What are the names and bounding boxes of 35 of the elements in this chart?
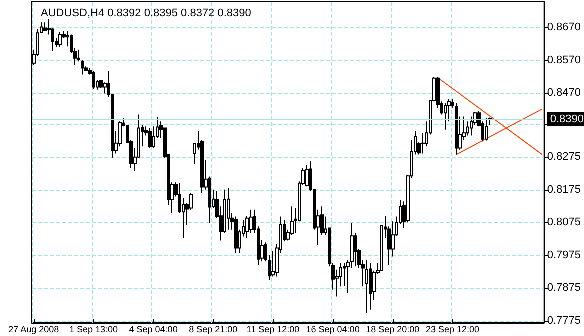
candlestick	[485, 118, 488, 142]
candlestick	[227, 188, 230, 230]
x-tick-label: 11 Sep 12:00	[246, 324, 300, 334]
y-tick-label: 0.8175	[547, 184, 582, 196]
x-tick-label: 18 Sep 20:00	[366, 324, 420, 334]
candlestick	[58, 32, 62, 48]
candlestick	[81, 60, 84, 76]
x-tick-label: 16 Sep 04:00	[306, 324, 360, 334]
candlestick	[369, 262, 372, 310]
y-tick-label: 0.8570	[547, 54, 582, 66]
candlestick	[234, 216, 238, 254]
candlestick	[455, 102, 458, 156]
candlestick	[444, 102, 447, 130]
x-tick-label: 27 Aug 2008	[8, 324, 60, 334]
y-tick-label: 0.8075	[547, 216, 582, 229]
x-tick-label: 23 Sep 12:00	[426, 324, 480, 334]
x-tick-label: 4 Sep 04:00	[129, 324, 178, 334]
candlestick	[365, 260, 368, 314]
y-tick-label: 0.7875	[547, 282, 582, 294]
candlestick	[43, 22, 47, 32]
y-tick-label: 0.7975	[547, 249, 582, 262]
candlestick	[470, 116, 473, 136]
candlestick	[77, 49, 80, 62]
y-tick-label: 0.8470	[547, 87, 582, 100]
candlestick	[305, 164, 309, 188]
candlestick	[148, 128, 152, 149]
y-tick-label: 0.8670	[547, 22, 582, 34]
x-tick-label: 1 Sep 13:00	[69, 324, 118, 334]
candlestick	[466, 121, 469, 136]
x-tick-label: 8 Sep 21:00	[189, 324, 238, 334]
y-tick-label: 0.7775	[547, 315, 582, 328]
text: AUDUSD,H4 0.8392 0.8395 0.8372 0.8390	[41, 8, 252, 20]
ref-line-label: 0.8390	[550, 113, 584, 126]
candlestick	[92, 71, 95, 90]
y-tick-label: 0.8275	[547, 151, 582, 164]
